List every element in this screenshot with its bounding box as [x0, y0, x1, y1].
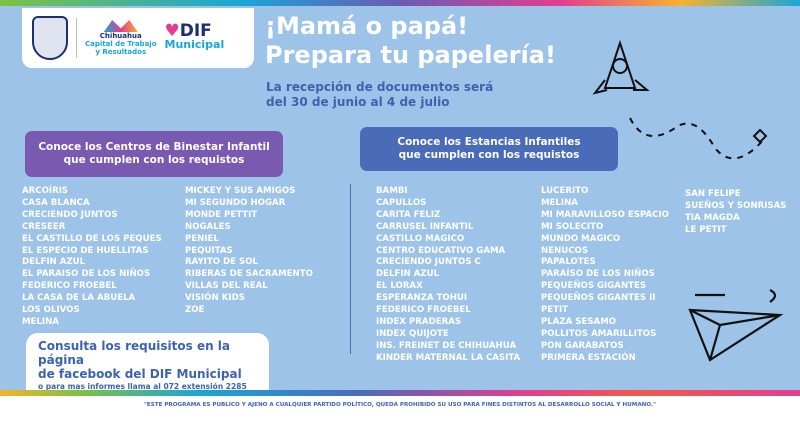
mountain-icon [103, 20, 138, 32]
list-item: LE PETIT [685, 224, 727, 235]
centros-list-col1: ARCOÍRIS CASA BLANCA CRECIENDO JUNTOS CRESE… [22, 186, 162, 329]
list-item: EL PARAISO DE LOS NIÑOS [22, 269, 151, 280]
list-item: NENUCOS [541, 245, 589, 256]
city-seal-logo [32, 16, 68, 60]
reception-line: del 30 de junio al 4 de julio [266, 95, 450, 109]
reception-line: La recepción de documentos será [266, 80, 494, 94]
list-item: VILLAS DEL REAL [185, 281, 268, 292]
top-gradient-bar [0, 0, 800, 6]
list-item: FEDERICO FROEBEL [376, 305, 471, 316]
centros-list-col2: MICKEY Y SUS AMIGOS MI SEGUNDO HOGAR MONDE… [185, 186, 313, 317]
logo-separator [76, 18, 77, 58]
list-item: EL LORAX [376, 281, 423, 292]
heading-line: que cumplen con los requistos [398, 149, 580, 161]
title-line: ¡Mamá o papá! [265, 12, 469, 40]
list-item: DELFIN AZUL [376, 269, 440, 280]
list-item: PON GARABATOS [541, 340, 624, 351]
estancias-list-col2: LUCERITO MELINA MI MARAVILLOSO ESPACIO MI S… [541, 186, 669, 365]
list-item: CRECIENDO JUNTOS [22, 209, 118, 220]
list-item: EL ESPECIO DE HUELLITAS [22, 245, 149, 256]
estancias-heading: Conoce los Estancias Infantiles que cumpl… [360, 127, 618, 171]
list-item: CASA BLANCA [22, 197, 90, 208]
list-item: FEDERICO FROEBEL [22, 281, 117, 292]
list-item: LOS OLIVOS [22, 305, 80, 316]
list-item: MI SEGUNDO HOGAR [185, 197, 286, 208]
dif-subtext: Municipal [164, 38, 225, 51]
list-item: MUNDO MAGICO [541, 233, 621, 244]
dif-heart-logo: ♥DIF Municipal [164, 21, 225, 52]
list-item: CARRUSEL INFANTIL [376, 221, 474, 232]
list-item: BAMBI [376, 186, 408, 196]
list-item: TIA MAGDA [685, 212, 740, 223]
title-line: Prepara tu papelería! [265, 41, 556, 69]
centros-heading: Conoce los Centros de Binestar Infantil q… [25, 131, 283, 177]
list-item: CRECIENDO JUNTOS C [376, 257, 481, 268]
list-item: PETIT [541, 305, 569, 316]
list-item: CRESEER [22, 221, 66, 232]
consult-box: Consulta los requisitos en la página de … [26, 333, 269, 395]
list-item: SAN FELIPE [685, 189, 741, 199]
list-item: CASTILLO MAGICO [376, 233, 465, 244]
logo-text: y Resultados [95, 48, 147, 56]
heading-line: Conoce los Centros de Binestar Infantil [38, 141, 270, 153]
reception-dates: La recepción de documentos será del 30 d… [266, 80, 493, 110]
list-item: INS. FREINET DE CHIHUAHUA [376, 340, 517, 351]
legal-footer: "ESTE PROGRAMA ES PUBLICO Y AJENO A CUAL… [143, 402, 657, 408]
heading-line: que cumplen con los requistos [63, 154, 245, 166]
list-item: ZOE [185, 305, 205, 316]
list-item: PRIMERA ESTACIÓN [541, 352, 636, 363]
list-item: EL CASTILLO DE LOS PEQUES [22, 233, 162, 244]
list-item: PEQUEÑOS GIGANTES [541, 281, 647, 292]
list-item: PENIEL [185, 233, 219, 244]
dif-text: DIF [179, 21, 212, 41]
list-item: NOGALES [185, 221, 231, 232]
list-item: ARCOÍRIS [22, 186, 69, 196]
list-item: SUEÑOS Y SONRISAS [685, 200, 787, 211]
list-item: PLAZA SESAMO [541, 316, 617, 327]
consult-line: de facebook del DIF Municipal [38, 367, 242, 381]
list-item: MELINA [22, 316, 59, 327]
logo-text: Chihuahua [99, 32, 142, 40]
chihuahua-logo: Chihuahua Capital de Trabajo y Resultado… [85, 20, 157, 56]
list-item: VISIÓN KIDS [185, 293, 245, 304]
paper-plane-doodle [688, 289, 784, 362]
list-item: INDEX PRADERAS [376, 316, 462, 327]
list-item: LUCERITO [541, 186, 589, 196]
list-item: CARITA FELIZ [376, 209, 441, 220]
list-item: MI SOLECITO [541, 221, 604, 232]
list-item: MONDE PETTIT [185, 209, 258, 220]
list-item: MI MARAVILLOSO ESPACIO [541, 209, 669, 220]
list-item: PEQUEÑOS GIGANTES II [541, 293, 656, 304]
column-divider [350, 184, 351, 354]
list-item: PAPALOTES [541, 257, 596, 268]
logo-banner: Chihuahua Capital de Trabajo y Resultado… [22, 8, 254, 68]
list-item: CENTRO EDUCATIVO GAMA [376, 245, 506, 256]
list-item: DELFIN AZUL [22, 257, 86, 268]
list-item: MICKEY Y SUS AMIGOS [185, 186, 296, 196]
consult-line: Consulta los requisitos en la página [38, 339, 231, 367]
consult-phone: o para mas informes llama al 072 extensi… [38, 382, 247, 391]
list-item: RAYITO DE SOL [185, 257, 258, 268]
heading-line: Conoce los Estancias Infantiles [397, 136, 581, 148]
rocket-doodle [592, 39, 768, 160]
estancias-list-col3: SAN FELIPE SUEÑOS Y SONRISAS TIA MAGDA LE P… [685, 189, 786, 237]
list-item: RIBERAS DE SACRAMENTO [185, 269, 313, 280]
page-title: ¡Mamá o papá! Prepara tu papelería! [265, 12, 556, 70]
list-item: KINDER MATERNAL LA CASITA [376, 352, 521, 363]
estancias-list-col1: BAMBI CAPULLOS CARITA FELIZ CARRUSEL INFANT… [376, 186, 520, 365]
list-item: PARAÍSO DE LOS NIÑOS [541, 269, 655, 280]
list-item: ESPERANZA TOHUI [376, 293, 468, 304]
list-item: CAPULLOS [376, 197, 427, 208]
logo-text: Capital de Trabajo [85, 40, 157, 48]
bottom-gradient-bar [0, 390, 800, 396]
list-item: POLLITOS AMARILLITOS [541, 328, 657, 339]
list-item: MELINA [541, 197, 578, 208]
heart-icon: ♥ [164, 21, 180, 41]
list-item: PEQUITAS [185, 245, 233, 256]
list-item: INDEX QUIJOTE [376, 328, 449, 339]
list-item: LA CASA DE LA ABUELA [22, 293, 136, 304]
